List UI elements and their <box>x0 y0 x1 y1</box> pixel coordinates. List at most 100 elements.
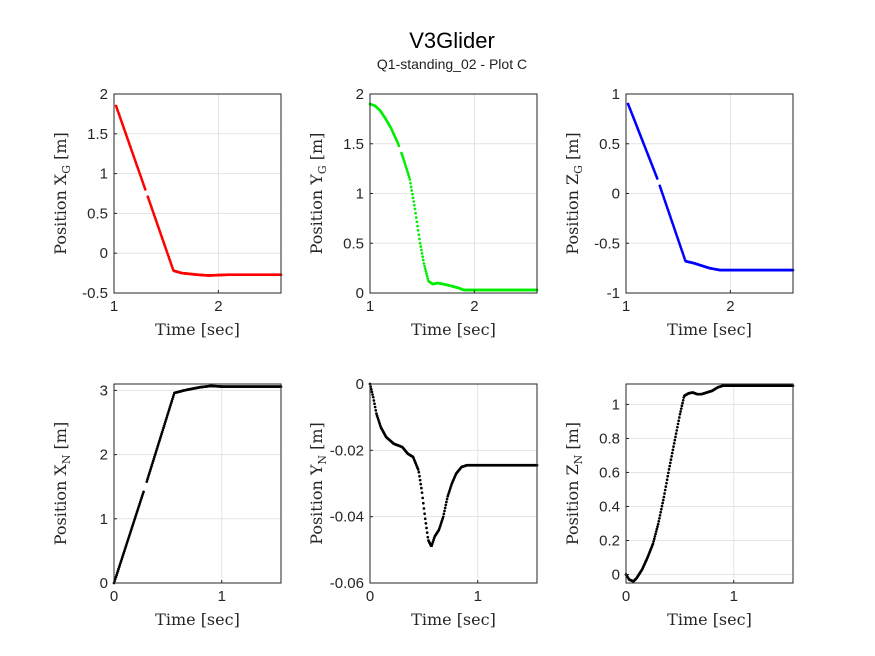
data-point <box>678 412 682 416</box>
data-point <box>675 429 679 432</box>
data-point <box>410 189 414 192</box>
data-point <box>656 525 659 529</box>
subplot-4: 0 1 0 1 2 3 Time [sec] Position XN [m] <box>51 382 283 629</box>
y-tick-label: 0.4 <box>599 498 620 515</box>
data-point <box>408 178 412 181</box>
y-tick-label: 0.2 <box>599 532 620 549</box>
data-point <box>443 506 447 510</box>
data-point <box>143 188 147 191</box>
data-point <box>417 470 421 474</box>
y-tick-label: 2 <box>356 86 364 103</box>
data-point <box>151 459 155 463</box>
data-point <box>673 438 677 442</box>
data-point <box>680 404 684 408</box>
x-axis-label: Time [sec] <box>411 610 496 629</box>
data-point <box>654 532 657 536</box>
data-point <box>407 173 410 177</box>
x-tick-label: 1 <box>366 298 374 315</box>
data-point <box>415 220 419 224</box>
y-tick-label: 1.5 <box>87 126 108 143</box>
data-point <box>444 503 448 507</box>
data-point <box>656 522 660 526</box>
data-point <box>422 262 426 265</box>
x-tick-label: 0 <box>366 588 374 605</box>
y-tick-label: 0 <box>612 186 620 203</box>
data-point <box>421 255 425 259</box>
data-point <box>413 207 417 211</box>
data-point <box>658 517 661 520</box>
data-point <box>161 428 165 432</box>
data-point <box>661 501 664 505</box>
axes-frame <box>113 383 282 584</box>
data-point <box>653 535 657 538</box>
y-tick-label: -0.5 <box>82 285 108 302</box>
data-point <box>160 430 164 434</box>
y-tick-label: 0 <box>100 575 108 592</box>
data-point <box>418 241 422 245</box>
data-point <box>375 412 378 415</box>
data-point <box>146 478 149 481</box>
data-point <box>658 513 662 517</box>
data-point <box>167 408 171 411</box>
data-point <box>147 471 151 475</box>
data-point <box>423 265 426 268</box>
data-point <box>168 405 172 409</box>
data-point <box>159 434 163 438</box>
series-points <box>368 382 539 548</box>
data-point <box>663 492 666 495</box>
y-tick-label: 0.5 <box>599 136 620 153</box>
x-tick-label: 0 <box>622 588 630 605</box>
data-point <box>676 425 679 429</box>
data-point <box>160 432 163 436</box>
subplot-grid: 1 2 -0.5 0 0.5 1 1.5 2 Time [sec] Position XG [m]… <box>51 86 795 629</box>
data-point <box>147 474 151 477</box>
x-tick-label: 1 <box>730 588 738 605</box>
data-point <box>402 157 405 161</box>
data-point <box>407 175 411 179</box>
data-point <box>163 422 167 426</box>
y-tick-label: -0.04 <box>330 509 364 526</box>
data-point <box>423 267 427 271</box>
data-point <box>371 395 375 399</box>
data-point <box>670 451 674 455</box>
data-point <box>660 504 664 508</box>
data-point <box>153 453 157 457</box>
y-tick-label: -0.02 <box>330 442 364 459</box>
figure-subtitle: Q1-standing_02 - Plot C <box>377 56 527 72</box>
data-point <box>411 192 414 196</box>
x-tick-label: 1 <box>622 298 630 315</box>
data-point <box>676 422 680 426</box>
series-points <box>114 104 283 277</box>
data-point <box>416 229 420 232</box>
y-tick-label: 1 <box>356 186 364 203</box>
data-point <box>146 476 150 479</box>
y-tick-label: 0 <box>356 285 364 302</box>
data-point <box>655 527 659 531</box>
data-point <box>416 224 419 228</box>
data-point <box>403 161 407 165</box>
y-tick-label: 1 <box>612 86 620 103</box>
y-tick-label: 2 <box>100 447 108 464</box>
data-point <box>411 196 415 200</box>
data-point <box>373 405 377 409</box>
data-point <box>652 539 655 543</box>
data-point <box>419 482 423 486</box>
data-point <box>369 387 373 391</box>
data-point <box>418 478 422 482</box>
y-axis-label: Position ZN [m] <box>563 422 585 545</box>
data-point <box>672 442 676 445</box>
data-point <box>370 390 374 394</box>
data-point <box>412 203 416 207</box>
subplot-3: 1 2 -1 -0.5 0 0.5 1 Time [sec] Position ZG [m] <box>563 86 795 339</box>
data-point <box>668 461 672 465</box>
data-point <box>681 401 684 405</box>
data-point <box>149 467 152 471</box>
data-point <box>669 458 673 461</box>
data-point <box>162 424 166 428</box>
data-point <box>425 272 428 276</box>
data-point <box>665 478 669 482</box>
subplot-5: 0 1 -0.06 -0.04 -0.02 0 Time [sec] Position YN … <box>307 376 539 629</box>
data-point <box>155 447 159 450</box>
data-point <box>667 471 670 475</box>
data-point <box>373 402 376 406</box>
